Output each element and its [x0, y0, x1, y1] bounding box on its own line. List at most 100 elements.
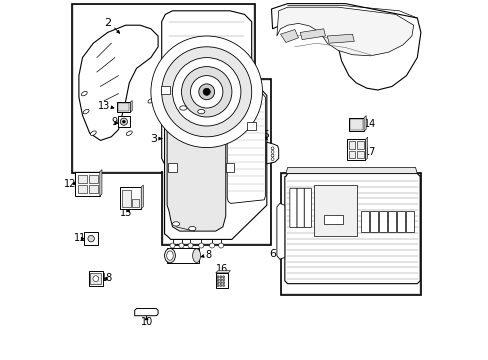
- Polygon shape: [266, 142, 278, 164]
- Bar: [161, 86, 169, 94]
- Bar: [117, 102, 130, 112]
- Polygon shape: [284, 174, 419, 284]
- Circle shape: [270, 158, 273, 161]
- Text: 5: 5: [262, 130, 269, 140]
- Text: 15: 15: [119, 208, 132, 218]
- Text: 9: 9: [111, 117, 117, 127]
- Circle shape: [219, 276, 222, 278]
- Bar: [118, 116, 130, 127]
- Circle shape: [179, 243, 183, 248]
- Polygon shape: [100, 170, 102, 196]
- Circle shape: [181, 67, 231, 117]
- Bar: [282, 175, 418, 293]
- Polygon shape: [215, 271, 230, 273]
- Circle shape: [216, 276, 219, 278]
- Bar: [356, 141, 363, 149]
- Circle shape: [219, 284, 222, 287]
- Text: 6: 6: [268, 249, 276, 259]
- Bar: [379, 211, 386, 232]
- Text: 14: 14: [363, 119, 375, 129]
- Text: 17: 17: [363, 147, 375, 157]
- Bar: [168, 163, 177, 172]
- Bar: [280, 173, 420, 295]
- Circle shape: [270, 154, 273, 157]
- Circle shape: [199, 243, 203, 248]
- Bar: [90, 273, 101, 284]
- Polygon shape: [134, 309, 158, 316]
- Circle shape: [216, 284, 219, 287]
- Bar: [397, 211, 404, 232]
- Bar: [89, 271, 102, 286]
- Text: 7: 7: [323, 211, 330, 221]
- Bar: [120, 187, 141, 209]
- Polygon shape: [300, 29, 325, 40]
- Circle shape: [222, 276, 224, 278]
- Bar: [356, 151, 363, 158]
- Circle shape: [190, 76, 223, 108]
- Ellipse shape: [90, 131, 96, 135]
- Bar: [78, 185, 87, 193]
- Text: 8: 8: [205, 250, 211, 260]
- Circle shape: [120, 118, 127, 125]
- Text: 13: 13: [98, 101, 110, 111]
- Circle shape: [216, 282, 219, 284]
- Circle shape: [199, 84, 214, 100]
- Polygon shape: [130, 100, 132, 112]
- Polygon shape: [363, 116, 366, 131]
- Ellipse shape: [172, 222, 179, 226]
- Bar: [406, 211, 413, 232]
- Bar: [346, 139, 365, 160]
- Circle shape: [270, 150, 273, 153]
- Text: 12: 12: [64, 179, 77, 189]
- Text: 4: 4: [180, 82, 186, 92]
- Ellipse shape: [192, 249, 200, 262]
- Bar: [162, 79, 271, 245]
- Bar: [348, 151, 354, 158]
- Polygon shape: [162, 11, 251, 169]
- Ellipse shape: [179, 106, 186, 110]
- Bar: [122, 190, 130, 207]
- Polygon shape: [167, 96, 225, 231]
- Ellipse shape: [126, 131, 132, 135]
- Bar: [313, 185, 356, 236]
- Circle shape: [88, 235, 94, 242]
- Ellipse shape: [148, 99, 154, 103]
- Bar: [387, 211, 395, 232]
- Text: 16: 16: [216, 264, 228, 274]
- Circle shape: [219, 282, 222, 284]
- Bar: [167, 248, 199, 263]
- Circle shape: [209, 243, 214, 248]
- Text: 1: 1: [258, 107, 264, 117]
- Bar: [247, 122, 256, 130]
- Circle shape: [151, 36, 262, 148]
- Bar: [132, 199, 139, 207]
- Bar: [215, 273, 228, 288]
- Text: 3: 3: [150, 134, 157, 144]
- Polygon shape: [79, 25, 158, 140]
- Polygon shape: [280, 30, 298, 42]
- Bar: [72, 4, 255, 173]
- Circle shape: [172, 58, 241, 126]
- Polygon shape: [365, 137, 367, 160]
- Polygon shape: [141, 185, 143, 209]
- Text: 2: 2: [104, 18, 111, 28]
- Ellipse shape: [164, 248, 175, 263]
- Polygon shape: [164, 91, 266, 239]
- Ellipse shape: [197, 109, 204, 114]
- Bar: [163, 81, 269, 243]
- Bar: [73, 5, 253, 171]
- Circle shape: [187, 243, 193, 248]
- Circle shape: [222, 284, 224, 287]
- Polygon shape: [326, 34, 354, 43]
- Circle shape: [222, 282, 224, 284]
- Circle shape: [216, 279, 219, 281]
- Circle shape: [93, 276, 99, 282]
- Text: 10: 10: [140, 317, 152, 327]
- Circle shape: [122, 120, 125, 123]
- Circle shape: [162, 47, 251, 137]
- Bar: [348, 118, 363, 131]
- Bar: [118, 103, 129, 111]
- FancyBboxPatch shape: [289, 188, 296, 228]
- Bar: [323, 215, 343, 224]
- Bar: [84, 232, 98, 245]
